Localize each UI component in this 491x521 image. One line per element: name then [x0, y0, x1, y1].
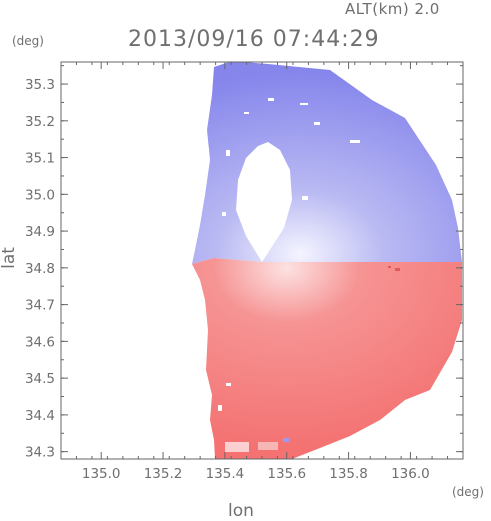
speckle-patch — [283, 438, 289, 442]
speckle-patch — [302, 196, 308, 200]
y-tick-label: 34.8 — [25, 261, 55, 277]
speckle-patch — [226, 150, 230, 156]
y-axis-unit: (deg) — [12, 34, 44, 48]
x-tick-label: 135.2 — [144, 466, 183, 482]
speckle-patch — [222, 212, 226, 216]
speckle-patch — [226, 383, 231, 386]
y-tick-label: 34.4 — [25, 408, 55, 424]
x-axis-label: lon — [228, 501, 254, 521]
speckle-patch — [268, 98, 274, 101]
y-tick-label: 34.5 — [25, 371, 55, 387]
speckle-patch — [258, 442, 278, 450]
data-speckle — [206, 98, 400, 452]
y-tick-label: 34.9 — [25, 224, 55, 240]
x-axis-unit: (deg) — [452, 485, 484, 499]
speckle-patch — [206, 148, 209, 153]
speckle-patch — [388, 266, 391, 268]
x-tick-label: 135.8 — [329, 466, 368, 482]
x-tick-label: 135.0 — [82, 466, 121, 482]
y-tick-label: 34.7 — [25, 298, 55, 314]
y-tick-label: 35.0 — [25, 187, 55, 203]
x-tick-label: 135.4 — [206, 466, 245, 482]
speckle-patch — [395, 268, 400, 271]
speckle-patch — [218, 405, 222, 411]
y-tick-label: 35.1 — [25, 151, 55, 167]
x-tick-label: 136.0 — [391, 466, 430, 482]
speckle-patch — [350, 140, 360, 143]
y-tick-label: 35.3 — [25, 77, 55, 93]
speckle-patch — [225, 442, 249, 452]
speckle-patch — [244, 112, 249, 114]
y-tick-label: 34.6 — [25, 334, 55, 350]
no-data-gap — [236, 142, 292, 262]
altitude-label: ALT(km) 2.0 — [345, 0, 440, 18]
axes: 135.0 135.2 135.4 135.6 135.8 136.0 34.3 34.4 34… — [25, 62, 464, 482]
receding-velocity-area — [192, 258, 462, 459]
chart-title-datetime: 2013/09/16 07:44:29 — [128, 27, 380, 52]
speckle-patch — [314, 122, 320, 125]
y-tick-label: 34.3 — [25, 445, 55, 461]
approaching-velocity-area — [192, 62, 462, 264]
x-tick-label: 135.6 — [267, 466, 306, 482]
y-tick-label: 35.2 — [25, 114, 55, 130]
velocity-field — [192, 62, 462, 459]
speckle-patch — [300, 103, 308, 105]
